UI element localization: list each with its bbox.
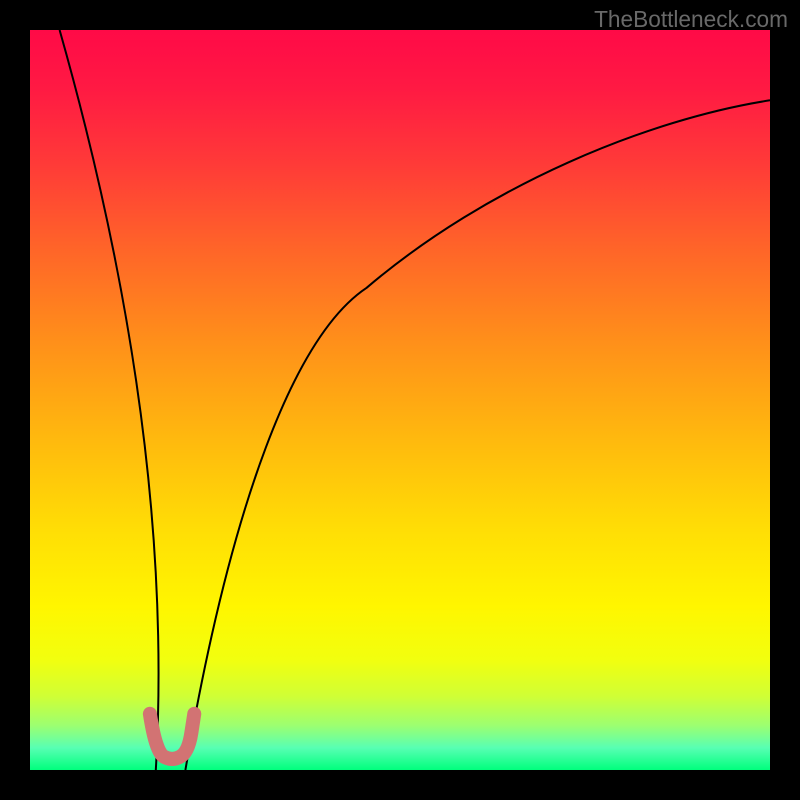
chart-canvas (30, 30, 770, 770)
chart (30, 30, 770, 770)
chart-background (30, 30, 770, 770)
watermark-text: TheBottleneck.com (594, 6, 788, 33)
